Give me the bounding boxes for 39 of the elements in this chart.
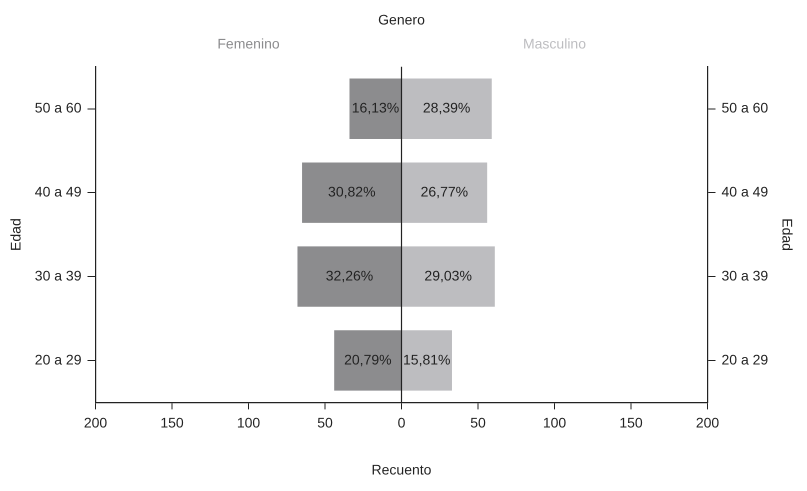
bar (402, 162, 488, 223)
x-tick-label: 100 (542, 414, 566, 431)
x-tick-label: 200 (84, 414, 108, 431)
category-label: 40 a 49 (721, 184, 768, 200)
y-axis-title: Edad (7, 218, 24, 251)
bar (297, 246, 401, 307)
x-tick-label: 200 (696, 414, 720, 431)
bar (334, 330, 401, 391)
x-tick-label: 150 (619, 414, 643, 431)
text: Masculino (522, 36, 586, 52)
annotation: 26,77% (420, 184, 468, 200)
annotation: 30,82% (328, 184, 376, 200)
annotation: 15,81% (403, 351, 450, 368)
category-label: 30 a 39 (721, 267, 768, 284)
y-tick-label: 30 a 39 (34, 267, 82, 284)
y2-axis-title: Edad (780, 218, 796, 251)
bar (402, 330, 452, 391)
x-tick-label: 50 (470, 414, 486, 431)
bar (302, 162, 401, 223)
x-axis-title: Recuento (372, 461, 432, 478)
x-tick-label: 100 (236, 414, 260, 431)
category-label: 20 a 29 (721, 351, 768, 368)
category-label: 50 a 60 (721, 100, 768, 116)
annotation: 20,79% (344, 351, 392, 368)
x-tick-label: 50 (317, 414, 333, 431)
y-tick-label: 50 a 60 (34, 100, 82, 116)
x-tick-label: 150 (160, 414, 184, 431)
chart-title: Genero (378, 11, 426, 28)
annotation: 32,26% (326, 267, 374, 284)
y-tick-label: 20 a 29 (34, 351, 82, 368)
annotation: 28,39% (422, 100, 470, 116)
text: Femenino (217, 36, 280, 52)
annotation: 16,13% (352, 100, 400, 116)
bar (402, 78, 492, 139)
annotation: 29,03% (424, 267, 472, 284)
x-tick-label: 0 (398, 414, 406, 431)
y-tick-label: 40 a 49 (34, 184, 82, 200)
bar (349, 78, 401, 139)
bar (402, 246, 495, 307)
